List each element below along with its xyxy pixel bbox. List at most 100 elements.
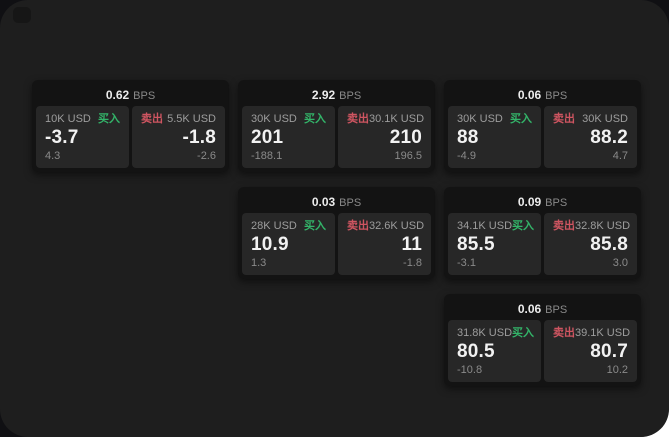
buy-price: 85.5 — [457, 234, 495, 255]
bps-suffix-label: BPS — [545, 304, 568, 316]
buy-tile[interactable]: 30K USD 买入 201 -188.1 — [242, 106, 335, 168]
buy-price: -3.7 — [45, 127, 79, 148]
quote-card: 0.09 BPS 34.1K USD 买入 85.5 -3.1 卖出 32.8K … — [444, 187, 641, 279]
buy-amount: 34.1K USD — [457, 220, 513, 232]
sell-subvalue: 196.5 — [394, 150, 422, 162]
bps-value: 0.03 — [311, 195, 336, 209]
sell-amount: 32.6K USD — [369, 220, 425, 232]
sell-subvalue: 4.7 — [612, 150, 628, 162]
buy-sell-tiles: 30K USD 买入 201 -188.1 卖出 30.1K USD 210 1… — [242, 106, 431, 168]
sell-price: 11 — [401, 234, 422, 255]
buy-tile-header: 34.1K USD 买入 — [457, 220, 535, 232]
bps-suffix-label: BPS — [545, 90, 568, 102]
sell-tile[interactable]: 卖出 30.1K USD 210 196.5 — [338, 106, 431, 168]
buy-tile[interactable]: 28K USD 买入 10.9 1.3 — [242, 213, 335, 275]
buy-side-label: 买入 — [512, 327, 535, 339]
quote-card: 0.06 BPS 31.8K USD 买入 80.5 -10.8 卖出 39.1K… — [444, 294, 641, 386]
sell-side-label: 卖出 — [141, 113, 163, 125]
sell-side-label: 卖出 — [347, 220, 369, 232]
buy-tile-header: 28K USD 买入 — [251, 220, 326, 232]
buy-amount: 30K USD — [457, 113, 503, 125]
buy-tile-header: 30K USD 买入 — [251, 113, 326, 125]
buy-sell-tiles: 30K USD 买入 88 -4.9 卖出 30K USD 88.2 4.7 — [448, 106, 637, 168]
bps-value: 0.06 — [517, 302, 542, 316]
sell-subvalue: 3.0 — [612, 257, 628, 269]
buy-amount: 28K USD — [251, 220, 297, 232]
card-header: 0.62 BPS — [36, 84, 225, 106]
sell-tile[interactable]: 卖出 32.6K USD 11 -1.8 — [338, 213, 431, 275]
buy-side-label: 买入 — [512, 220, 535, 232]
card-header: 2.92 BPS — [242, 84, 431, 106]
buy-amount: 30K USD — [251, 113, 297, 125]
bps-value: 0.62 — [105, 88, 130, 102]
buy-tile[interactable]: 30K USD 买入 88 -4.9 — [448, 106, 541, 168]
sell-tile-header: 卖出 30K USD — [553, 113, 628, 125]
buy-price: 88 — [457, 127, 479, 148]
bps-value: 0.09 — [517, 195, 542, 209]
buy-price: 201 — [251, 127, 284, 148]
bps-suffix-label: BPS — [545, 197, 568, 209]
sell-price: 80.7 — [590, 341, 628, 362]
sell-amount: 39.1K USD — [575, 327, 631, 339]
sell-amount: 30K USD — [582, 113, 628, 125]
sell-amount: 32.8K USD — [575, 220, 631, 232]
buy-side-label: 买入 — [510, 113, 532, 125]
sell-subvalue: -2.6 — [197, 150, 216, 162]
buy-side-label: 买入 — [304, 113, 326, 125]
buy-subvalue: 4.3 — [45, 150, 61, 162]
buy-subvalue: 1.3 — [251, 257, 267, 269]
sell-tile[interactable]: 卖出 30K USD 88.2 4.7 — [544, 106, 637, 168]
buy-sell-tiles: 28K USD 买入 10.9 1.3 卖出 32.6K USD 11 -1.8 — [242, 213, 431, 275]
sell-price: 85.8 — [590, 234, 628, 255]
buy-side-label: 买入 — [98, 113, 120, 125]
buy-sell-tiles: 34.1K USD 买入 85.5 -3.1 卖出 32.8K USD 85.8… — [448, 213, 637, 275]
buy-tile-header: 10K USD 买入 — [45, 113, 120, 125]
sell-tile[interactable]: 卖出 39.1K USD 80.7 10.2 — [544, 320, 637, 382]
buy-subvalue: -3.1 — [457, 257, 476, 269]
bps-value: 0.06 — [517, 88, 542, 102]
sell-tile-header: 卖出 32.8K USD — [553, 220, 631, 232]
sell-amount: 30.1K USD — [369, 113, 425, 125]
quote-card: 2.92 BPS 30K USD 买入 201 -188.1 卖出 30.1K U… — [238, 80, 435, 172]
card-header: 0.03 BPS — [242, 191, 431, 213]
card-header: 0.06 BPS — [448, 298, 637, 320]
sell-price: 88.2 — [590, 127, 628, 148]
buy-amount: 10K USD — [45, 113, 91, 125]
sell-amount: 5.5K USD — [167, 113, 216, 125]
bps-value: 2.92 — [311, 88, 336, 102]
sell-tile-header: 卖出 5.5K USD — [141, 113, 216, 125]
sell-tile-header: 卖出 32.6K USD — [347, 220, 425, 232]
sell-tile-header: 卖出 39.1K USD — [553, 327, 631, 339]
bps-suffix-label: BPS — [133, 90, 156, 102]
sell-tile[interactable]: 卖出 5.5K USD -1.8 -2.6 — [132, 106, 225, 168]
card-header: 0.06 BPS — [448, 84, 637, 106]
quote-card: 0.62 BPS 10K USD 买入 -3.7 4.3 卖出 5.5K USD … — [32, 80, 229, 172]
sell-side-label: 卖出 — [553, 327, 575, 339]
bps-suffix-label: BPS — [339, 90, 362, 102]
buy-tile-header: 31.8K USD 买入 — [457, 327, 535, 339]
sell-price: 210 — [389, 127, 422, 148]
sell-tile[interactable]: 卖出 32.8K USD 85.8 3.0 — [544, 213, 637, 275]
buy-tile-header: 30K USD 买入 — [457, 113, 532, 125]
buy-sell-tiles: 10K USD 买入 -3.7 4.3 卖出 5.5K USD -1.8 -2.… — [36, 106, 225, 168]
sell-subvalue: -1.8 — [403, 257, 422, 269]
buy-side-label: 买入 — [304, 220, 326, 232]
sell-subvalue: 10.2 — [606, 364, 628, 376]
buy-amount: 31.8K USD — [457, 327, 513, 339]
buy-subvalue: -4.9 — [457, 150, 476, 162]
buy-subvalue: -10.8 — [457, 364, 483, 376]
card-header: 0.09 BPS — [448, 191, 637, 213]
bps-suffix-label: BPS — [339, 197, 362, 209]
quote-card: 0.03 BPS 28K USD 买入 10.9 1.3 卖出 32.6K USD… — [238, 187, 435, 279]
buy-subvalue: -188.1 — [251, 150, 283, 162]
buy-price: 10.9 — [251, 234, 289, 255]
sell-price: -1.8 — [182, 127, 216, 148]
buy-tile[interactable]: 34.1K USD 买入 85.5 -3.1 — [448, 213, 541, 275]
app-icon[interactable] — [13, 7, 31, 23]
buy-tile[interactable]: 10K USD 买入 -3.7 4.3 — [36, 106, 129, 168]
sell-side-label: 卖出 — [553, 220, 575, 232]
buy-tile[interactable]: 31.8K USD 买入 80.5 -10.8 — [448, 320, 541, 382]
sell-side-label: 卖出 — [347, 113, 369, 125]
quote-card: 0.06 BPS 30K USD 买入 88 -4.9 卖出 30K USD 88… — [444, 80, 641, 172]
